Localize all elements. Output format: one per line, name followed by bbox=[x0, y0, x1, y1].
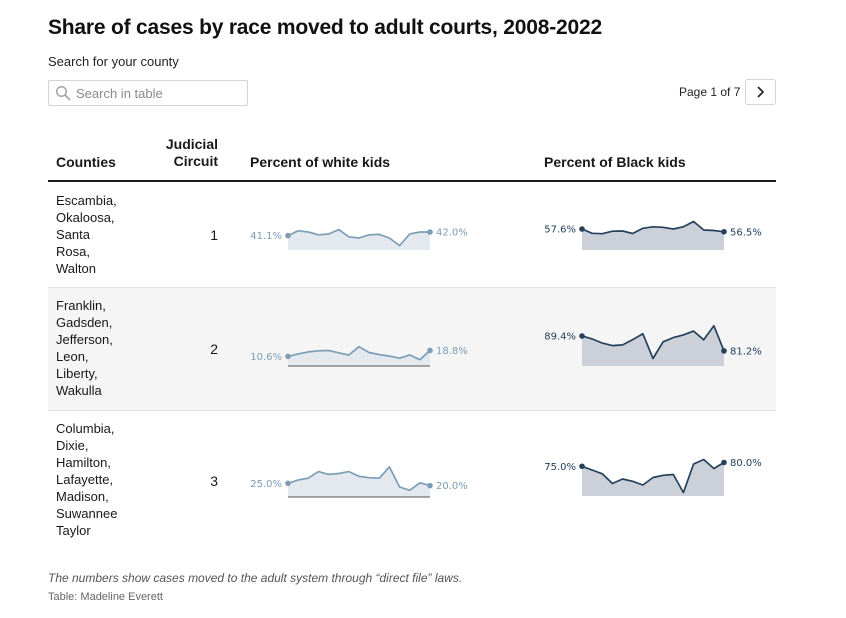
table-row: Columbia, Dixie, Hamilton, Lafayette, Ma… bbox=[48, 411, 776, 550]
next-page-button[interactable] bbox=[745, 79, 776, 105]
county-name: Dixie, bbox=[56, 438, 89, 453]
county-name: Taylor bbox=[56, 523, 91, 538]
circuit-number: 3 bbox=[210, 473, 218, 489]
start-point bbox=[285, 480, 291, 487]
black-share-sparkline: 89.4% 81.2% bbox=[544, 324, 762, 366]
county-list: Escambia, Okaloosa, Santa Rosa, Walton bbox=[56, 192, 117, 277]
header-divider bbox=[48, 180, 776, 182]
end-value-label: 42.0% bbox=[436, 228, 468, 239]
search-input[interactable]: Search in table bbox=[48, 80, 248, 106]
black-share-line bbox=[581, 220, 725, 235]
start-value-label: 75.0% bbox=[544, 462, 576, 473]
black-share-area bbox=[582, 221, 724, 250]
county-name: Lafayette, bbox=[56, 472, 114, 487]
start-point bbox=[285, 353, 291, 360]
end-value-label: 18.8% bbox=[436, 346, 468, 357]
black-share-sparkline: 75.0% 80.0% bbox=[544, 458, 762, 496]
white-share-line bbox=[287, 345, 431, 361]
white-share-line bbox=[287, 228, 430, 247]
white-share-sparkline: 41.1% 42.0% bbox=[250, 228, 468, 250]
start-value-label: 57.6% bbox=[544, 225, 576, 236]
search-label: Search for your county bbox=[48, 54, 179, 69]
column-header-counties[interactable]: Counties bbox=[56, 154, 116, 170]
county-name: Madison, bbox=[56, 489, 109, 504]
circuit-number: 2 bbox=[210, 341, 218, 357]
column-header-circuit[interactable]: Judicial Circuit bbox=[165, 136, 218, 169]
white-share-area bbox=[288, 466, 430, 497]
chevron-right-icon bbox=[757, 86, 764, 98]
end-point bbox=[427, 482, 433, 489]
county-name: Franklin, bbox=[56, 298, 106, 313]
white-share-sparkline: 25.0% 20.0% bbox=[250, 466, 468, 498]
start-value-label: 10.6% bbox=[250, 352, 282, 363]
circuit-number: 1 bbox=[210, 227, 218, 243]
county-list: Franklin, Gadsden, Jefferson, Leon, Libe… bbox=[56, 297, 113, 399]
table-row: Escambia, Okaloosa, Santa Rosa, Walton 1 bbox=[48, 182, 776, 287]
black-share-sparkline: 57.6% 56.5% bbox=[544, 220, 762, 250]
county-name: Escambia, bbox=[56, 193, 117, 208]
black-share-area bbox=[582, 325, 724, 366]
county-name: Jefferson, bbox=[56, 332, 113, 347]
county-name: Leon, bbox=[56, 349, 89, 364]
table-row: Franklin, Gadsden, Jefferson, Leon, Libe… bbox=[48, 288, 776, 410]
end-value-label: 20.0% bbox=[436, 481, 468, 492]
white-share-area bbox=[288, 346, 430, 366]
county-name: Hamilton, bbox=[56, 455, 111, 470]
end-point bbox=[427, 347, 433, 354]
start-point bbox=[579, 333, 585, 339]
county-name: Gadsden, bbox=[56, 315, 113, 330]
county-name: Okaloosa, bbox=[56, 210, 115, 225]
end-value-label: 81.2% bbox=[730, 346, 762, 357]
county-name: Liberty, bbox=[56, 366, 98, 381]
page-title: Share of cases by race moved to adult co… bbox=[48, 16, 602, 39]
end-point bbox=[721, 348, 727, 354]
column-header-black[interactable]: Percent of Black kids bbox=[544, 154, 686, 170]
county-name: Suwannee bbox=[56, 506, 118, 521]
county-name: Rosa, bbox=[56, 244, 90, 259]
county-name: Walton bbox=[56, 261, 96, 276]
start-value-label: 89.4% bbox=[544, 332, 576, 343]
white-share-sparkline: 10.6% 18.8% bbox=[250, 345, 468, 367]
county-name: Columbia, bbox=[56, 421, 115, 436]
end-value-label: 80.0% bbox=[730, 458, 762, 469]
end-value-label: 56.5% bbox=[730, 227, 762, 238]
black-share-line bbox=[581, 324, 725, 360]
end-point bbox=[427, 229, 433, 235]
pagination-status: Page 1 of 7 bbox=[679, 85, 741, 99]
end-point bbox=[721, 459, 727, 466]
start-point bbox=[285, 232, 291, 239]
row-divider bbox=[48, 287, 776, 288]
footnote: The numbers show cases moved to the adul… bbox=[48, 571, 463, 585]
search-placeholder: Search in table bbox=[76, 86, 163, 101]
start-value-label: 41.1% bbox=[250, 231, 282, 242]
column-header-white[interactable]: Percent of white kids bbox=[250, 154, 391, 170]
end-point bbox=[721, 228, 727, 235]
search-icon bbox=[55, 85, 71, 101]
row-divider bbox=[48, 410, 776, 411]
start-point bbox=[579, 463, 585, 470]
white-share-line bbox=[287, 466, 431, 492]
county-name: Santa bbox=[56, 227, 90, 242]
start-point bbox=[579, 226, 585, 232]
county-list: Columbia, Dixie, Hamilton, Lafayette, Ma… bbox=[56, 420, 117, 539]
black-share-line bbox=[581, 458, 725, 494]
source-credit: Table: Madeline Everett bbox=[48, 591, 163, 603]
county-name: Wakulla bbox=[56, 383, 102, 398]
start-value-label: 25.0% bbox=[250, 479, 282, 490]
